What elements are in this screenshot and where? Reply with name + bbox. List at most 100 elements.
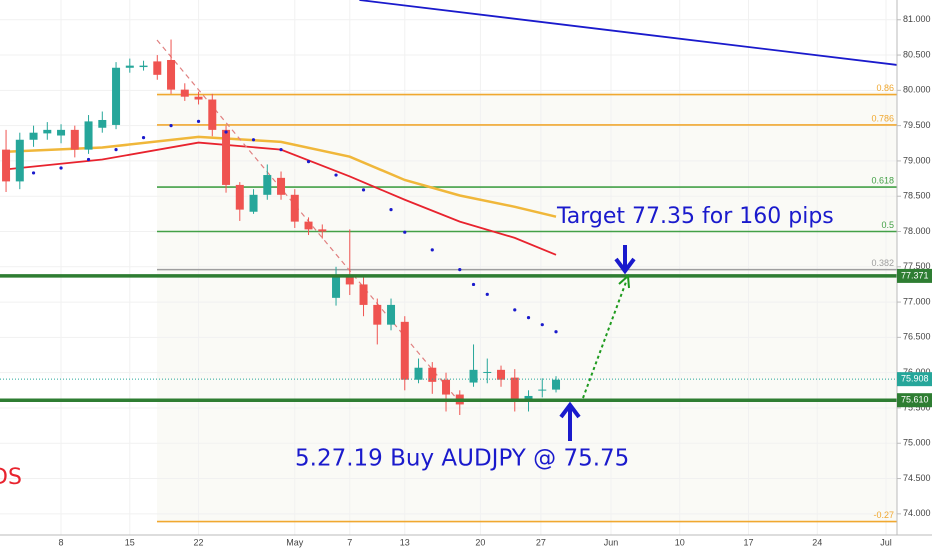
y-tick-label: 74.500 bbox=[903, 473, 931, 483]
sar-dot bbox=[540, 323, 544, 327]
sar-dot bbox=[31, 171, 36, 175]
candle-body bbox=[359, 284, 368, 305]
y-tick-label: 80.000 bbox=[903, 85, 931, 95]
candle-body bbox=[15, 139, 24, 182]
sar-dot bbox=[196, 119, 201, 123]
candle-body bbox=[222, 129, 231, 185]
price-tag bbox=[897, 393, 932, 408]
x-tick-label: 20 bbox=[475, 537, 485, 547]
candle-body bbox=[167, 59, 176, 90]
candle-body bbox=[538, 389, 547, 391]
candle-body bbox=[57, 129, 66, 136]
fib-zone bbox=[157, 92, 897, 522]
fib-label: 0.5 bbox=[881, 220, 894, 230]
fib-label: -0.27 bbox=[873, 510, 894, 520]
price-tag bbox=[897, 268, 932, 283]
buy-note: 5.27.19 Buy AUDJPY @ 75.75 bbox=[295, 446, 629, 472]
candle-body bbox=[2, 149, 11, 182]
candle-body bbox=[332, 274, 341, 298]
sar-dot bbox=[430, 248, 434, 252]
fib-label: 0.86 bbox=[876, 83, 894, 93]
sar-dot bbox=[389, 208, 393, 212]
candle-body bbox=[483, 371, 492, 373]
candle-body bbox=[552, 379, 561, 390]
sar-dot bbox=[169, 124, 173, 128]
x-tick-label: 17 bbox=[744, 537, 754, 547]
price-tag-label: 75.908 bbox=[901, 374, 929, 384]
candle-body bbox=[414, 367, 423, 380]
y-tick-label: 74.000 bbox=[903, 508, 931, 518]
x-tick-label: 8 bbox=[59, 537, 64, 547]
x-tick-label: 13 bbox=[400, 537, 410, 547]
target-note: Target 77.35 for 160 pips bbox=[556, 204, 834, 229]
candle-body bbox=[180, 89, 189, 97]
buy-arrow bbox=[559, 401, 581, 441]
y-tick-label: 77.500 bbox=[903, 261, 931, 271]
candle-body bbox=[125, 65, 134, 68]
sar-dot bbox=[59, 166, 63, 170]
sar-dot bbox=[306, 160, 311, 164]
fib-label: 0.618 bbox=[871, 175, 894, 185]
indicator-line bbox=[5, 135, 557, 218]
projection-arrow-head bbox=[618, 273, 630, 289]
x-tick-label: May bbox=[286, 537, 304, 547]
candle-body bbox=[497, 369, 506, 380]
candle-body bbox=[400, 321, 409, 380]
side-note: DS bbox=[0, 465, 22, 490]
sar-dot bbox=[403, 230, 407, 234]
sar-dot bbox=[526, 316, 531, 320]
x-tick-label: 22 bbox=[194, 537, 204, 547]
candle-body bbox=[112, 67, 121, 125]
price-tag-label: 75.610 bbox=[901, 395, 929, 405]
candle-body bbox=[208, 99, 217, 130]
price-tag bbox=[897, 372, 932, 387]
sar-dot bbox=[361, 188, 366, 192]
y-tick-label: 76.500 bbox=[903, 332, 931, 342]
indicator-line bbox=[359, 0, 898, 66]
y-tick-label: 80.500 bbox=[903, 49, 931, 59]
candle-body bbox=[277, 177, 286, 195]
candle-body bbox=[428, 367, 437, 382]
candle-body bbox=[194, 96, 203, 100]
sar-dot bbox=[141, 136, 146, 140]
candle-body bbox=[318, 229, 327, 232]
price-tag-label: 77.371 bbox=[901, 270, 929, 280]
candle-body bbox=[249, 194, 258, 212]
y-tick-label: 77.000 bbox=[903, 296, 931, 306]
x-tick-label: 10 bbox=[675, 537, 685, 547]
sar-dot bbox=[86, 157, 91, 162]
sar-dot bbox=[458, 268, 462, 272]
candle-body bbox=[469, 369, 478, 383]
target-arrow bbox=[614, 245, 636, 275]
candle-body bbox=[442, 379, 451, 395]
y-tick-label: 78.500 bbox=[903, 191, 931, 201]
candle-body bbox=[387, 304, 396, 325]
candle-body bbox=[373, 304, 382, 325]
y-tick-label: 79.500 bbox=[903, 120, 931, 130]
candle-body bbox=[290, 194, 299, 222]
x-tick-label: Jun bbox=[604, 537, 619, 547]
candle-body bbox=[139, 65, 148, 68]
x-tick-label: 15 bbox=[125, 537, 135, 547]
candle-body bbox=[29, 132, 38, 140]
candle-body bbox=[263, 175, 272, 195]
candle-body bbox=[345, 274, 354, 285]
candle-body bbox=[510, 377, 519, 400]
y-tick-label: 76.000 bbox=[903, 367, 931, 377]
candle-body bbox=[235, 184, 244, 210]
candle-body bbox=[524, 395, 533, 400]
y-tick-label: 78.000 bbox=[903, 226, 931, 236]
sar-dot bbox=[485, 292, 489, 296]
y-tick-label: 75.000 bbox=[903, 438, 931, 448]
x-tick-label: 27 bbox=[536, 537, 546, 547]
candle-body bbox=[70, 129, 79, 150]
sar-dot bbox=[114, 148, 118, 152]
sar-dot bbox=[251, 138, 256, 142]
sar-dot bbox=[471, 282, 476, 287]
sar-dot bbox=[554, 330, 558, 334]
candle-body bbox=[98, 119, 107, 128]
projection-arrow bbox=[582, 281, 627, 399]
candle-body bbox=[304, 221, 313, 230]
indicator-line bbox=[5, 141, 557, 256]
